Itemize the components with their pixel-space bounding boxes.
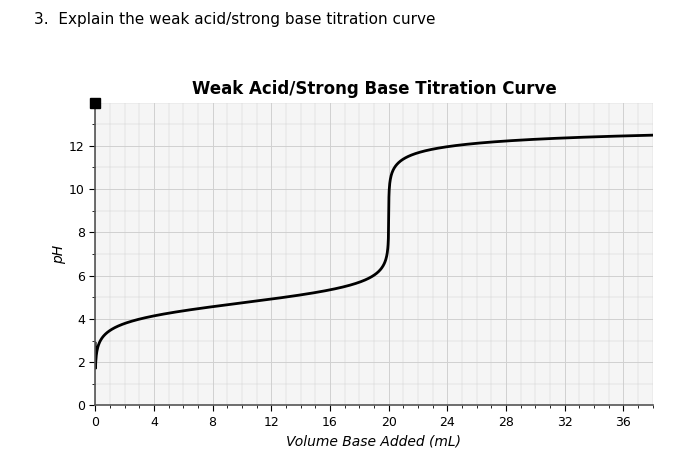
X-axis label: Volume Base Added (mL): Volume Base Added (mL) <box>286 434 462 448</box>
Y-axis label: pH: pH <box>52 244 66 264</box>
Title: Weak Acid/Strong Base Titration Curve: Weak Acid/Strong Base Titration Curve <box>192 80 556 98</box>
Text: 3.  Explain the weak acid/strong base titration curve: 3. Explain the weak acid/strong base tit… <box>34 12 435 27</box>
